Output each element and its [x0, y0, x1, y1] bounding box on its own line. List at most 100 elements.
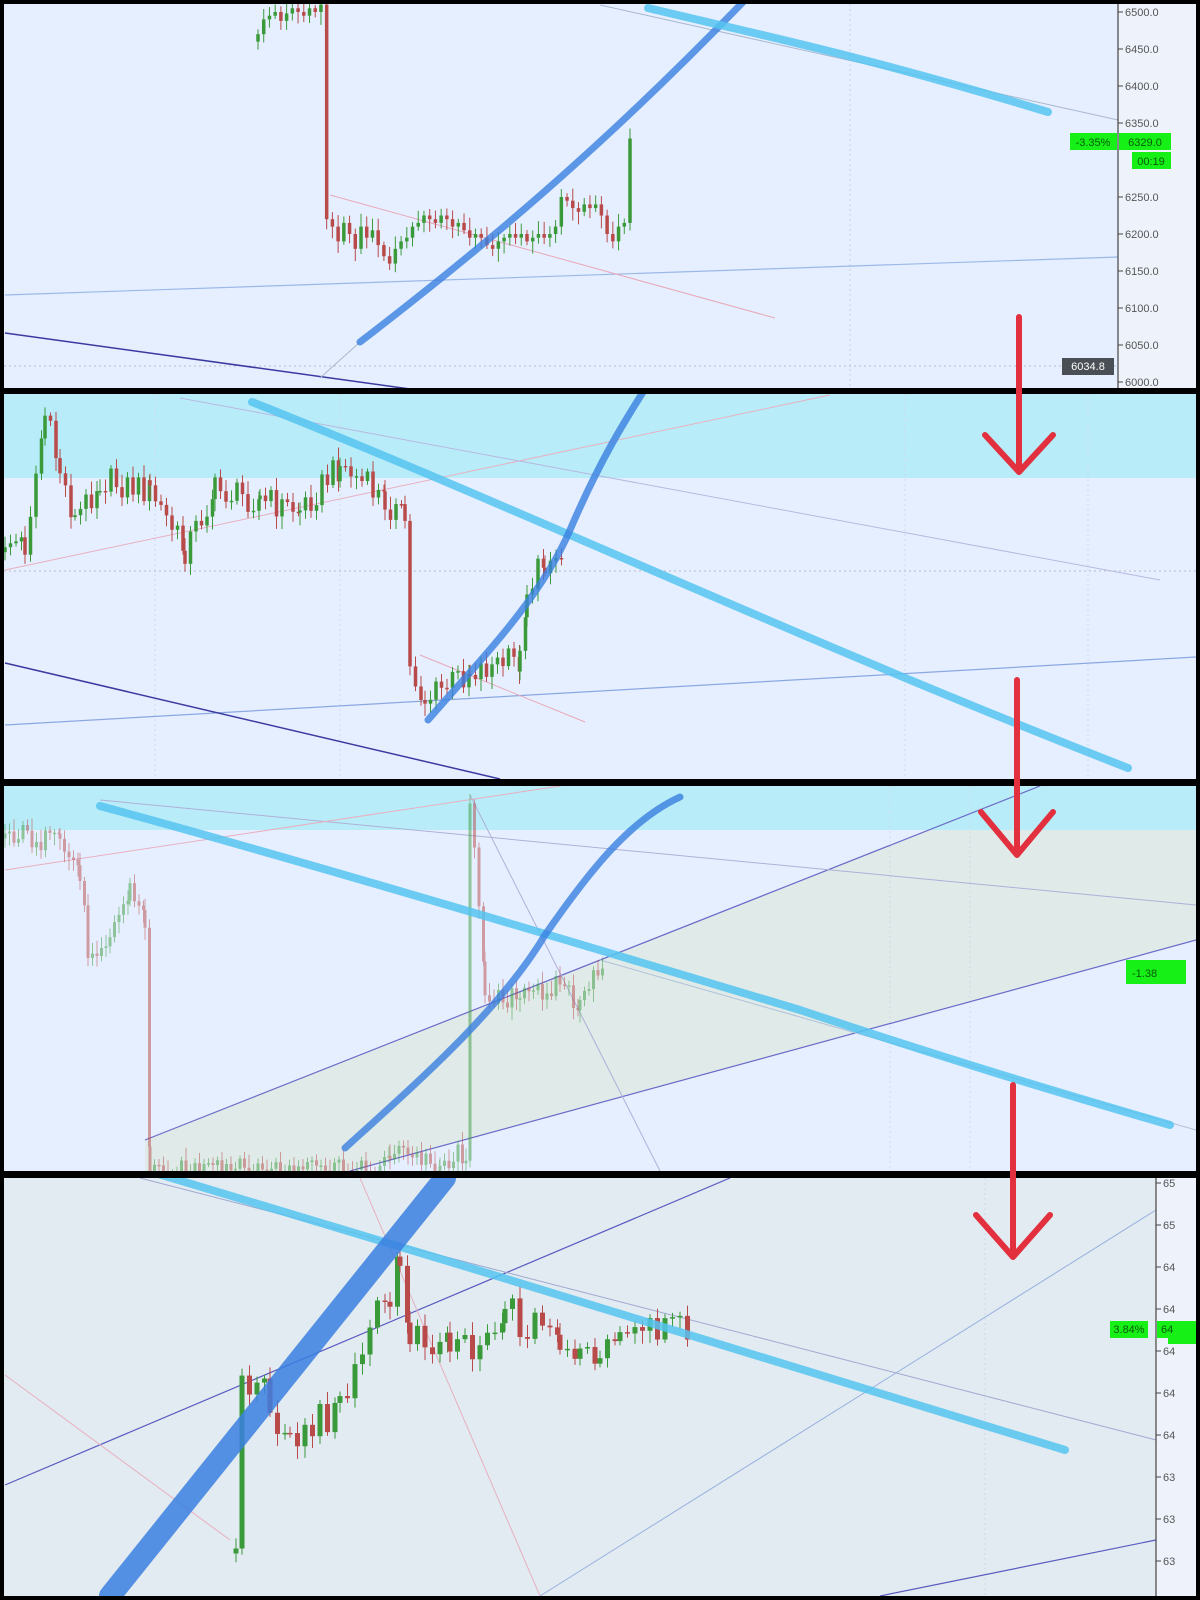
price-axis[interactable] — [1156, 1178, 1196, 1596]
candle-body — [216, 1160, 219, 1166]
trendline — [4, 256, 1119, 296]
candle-body — [345, 1396, 350, 1399]
candle — [8, 823, 11, 846]
candle-body — [399, 504, 404, 506]
candle-body — [19, 537, 24, 542]
candle — [73, 508, 77, 521]
candle — [376, 218, 380, 258]
candle-body — [8, 543, 13, 548]
candle — [536, 978, 540, 996]
candle — [456, 1140, 460, 1171]
candle-body — [536, 234, 541, 238]
candle — [332, 1397, 338, 1439]
candle — [364, 216, 369, 249]
candle-body — [34, 473, 38, 517]
candle — [337, 1156, 341, 1171]
candle — [625, 1325, 630, 1338]
candle-body — [240, 482, 245, 495]
candle — [273, 4, 277, 19]
candle — [143, 898, 147, 940]
candle-body — [229, 500, 234, 503]
candle-body — [502, 237, 506, 242]
candle-body — [282, 1432, 288, 1435]
axis-ticks: 6500.0 6450.0 6400.0 6350.0 6250.0 6200.0 6150… — [1118, 7, 1159, 388]
candle — [128, 877, 132, 907]
candle — [438, 1157, 442, 1171]
candle — [611, 221, 615, 249]
panel-1-background — [4, 4, 1196, 388]
candle-body — [557, 1334, 563, 1350]
candle-body — [302, 12, 306, 16]
candle-body — [541, 984, 544, 1000]
candle-body — [576, 1008, 580, 1011]
candle-body — [238, 1158, 242, 1169]
candle — [331, 456, 335, 489]
candle — [510, 1294, 515, 1321]
candle-body — [477, 847, 481, 907]
candle — [170, 506, 174, 542]
candle-body — [211, 1163, 215, 1166]
candle-body — [290, 8, 295, 14]
candle — [548, 226, 552, 247]
candle — [541, 971, 544, 1011]
candle-body — [263, 495, 268, 502]
candle — [563, 976, 566, 990]
candle — [284, 1164, 286, 1171]
candle — [253, 1164, 254, 1171]
candle-body — [445, 215, 449, 220]
candle-body — [553, 226, 558, 234]
crosshair-badge-text: 6034.8 — [1071, 361, 1105, 373]
candle-body — [306, 1162, 309, 1170]
candle — [328, 1159, 332, 1171]
axis-label: 64 — [1163, 1388, 1175, 1400]
candle — [188, 525, 193, 575]
candle — [136, 472, 141, 504]
price-axis[interactable] — [1118, 4, 1196, 388]
candle-body — [685, 1315, 690, 1340]
candle — [98, 479, 102, 496]
candle-body — [296, 511, 301, 514]
candle-body — [235, 482, 239, 501]
candle-body — [157, 1164, 161, 1167]
change-badge-text: -1.38 — [1132, 968, 1157, 980]
candle-body — [338, 465, 342, 482]
candle-body — [148, 480, 152, 486]
down-arrow-icon — [973, 1082, 1053, 1260]
candle — [183, 538, 187, 572]
candle-body — [247, 1375, 252, 1395]
candle-body — [181, 525, 185, 551]
candle — [583, 986, 586, 1007]
candle — [387, 246, 392, 271]
candle-body — [349, 466, 353, 477]
candle — [525, 1325, 530, 1349]
candle-body — [403, 504, 407, 521]
candle-body — [376, 230, 380, 246]
candle — [310, 1156, 314, 1171]
candle-body — [525, 234, 529, 242]
candle — [109, 465, 113, 497]
candle-body — [410, 226, 415, 238]
candle-body — [473, 234, 478, 238]
candle-body — [23, 537, 27, 555]
candle — [461, 1131, 464, 1171]
candle-body — [353, 234, 358, 249]
candle — [477, 842, 481, 919]
candle — [352, 1352, 358, 1408]
candle — [496, 232, 501, 262]
candle — [34, 465, 38, 529]
candle — [447, 1321, 453, 1363]
candle — [256, 29, 260, 50]
candle-body — [523, 987, 526, 999]
candle-body — [429, 1153, 432, 1164]
candle — [284, 4, 289, 30]
candle — [267, 7, 272, 28]
candle-body — [354, 476, 359, 478]
axis-label: 64 — [1163, 1430, 1175, 1442]
candle — [599, 196, 604, 229]
candle-body — [279, 12, 283, 21]
candle-body — [234, 1168, 237, 1171]
candle-body — [315, 1160, 318, 1166]
candle — [126, 890, 130, 915]
candle-body — [415, 1325, 420, 1345]
candle — [510, 983, 514, 1020]
